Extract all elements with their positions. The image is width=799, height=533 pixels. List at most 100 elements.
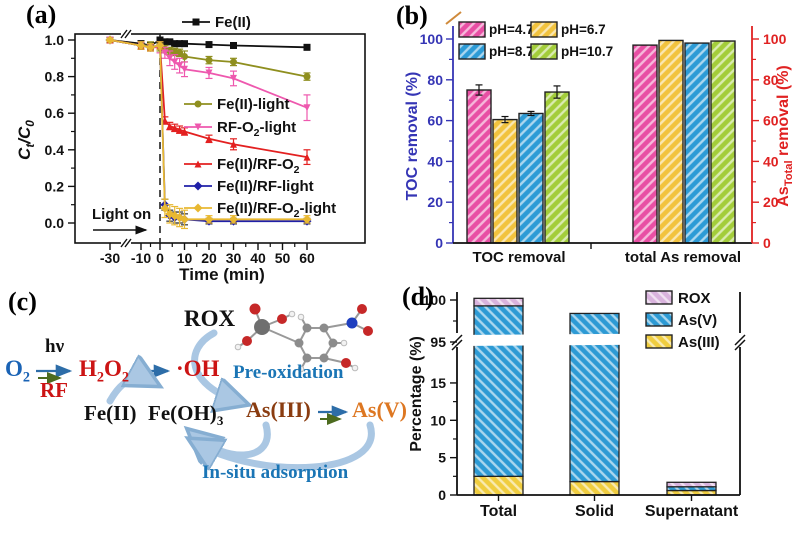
panel-d-label: (d) xyxy=(402,282,434,311)
svg-text:5: 5 xyxy=(438,450,446,466)
bar-pH=10.7-TOC removal xyxy=(544,91,570,244)
panel-a-kinetics: (a) 0.0 0.2 0.4 0.6 0.8 1.0 -30 -10 0 10 20 30 40 50 6… xyxy=(0,0,403,285)
chart-d-category-Solid: Solid xyxy=(575,503,614,520)
svg-text:100: 100 xyxy=(420,31,444,47)
chart-d-ylabel: Percentage (%) xyxy=(408,336,425,452)
o2-label: O2 xyxy=(5,356,31,386)
svg-text:100: 100 xyxy=(423,292,447,308)
chart-b-category-toc: TOC removal xyxy=(472,249,565,266)
svg-text:0: 0 xyxy=(156,250,164,266)
in-situ-adsorption-label: In-situ adsorption xyxy=(202,462,349,483)
chart-b-ylabel-right: AsTotal removal (%) xyxy=(775,65,795,207)
light-on-annotation: Light on xyxy=(92,206,151,235)
svg-text:1.0: 1.0 xyxy=(45,32,65,48)
legend-item-5: Fe(II)/RF-O2-light xyxy=(184,200,336,220)
svg-text:20: 20 xyxy=(427,194,443,210)
svg-text:80: 80 xyxy=(427,72,443,88)
curved-arrow-as5-adsorption xyxy=(196,421,375,472)
chart-d-category-Total: Total xyxy=(480,503,517,520)
fe2-label: Fe(II) xyxy=(84,401,137,425)
ph-removal-bar-chart: 0 0 20 20 40 40 60 60 80 80 100 100 TOC removal total… xyxy=(404,11,795,266)
legend-item-0: Fe(II) xyxy=(182,14,251,31)
chart-b-legend: pH=4.7 pH=6.7 pH=8.7 pH=10.7 xyxy=(458,21,613,60)
chart-d-axes: 0 5 10 15 95 100 Total Solid Supernatant xyxy=(423,292,746,520)
svg-text:50: 50 xyxy=(275,250,291,266)
bar-Total-As(III) xyxy=(473,475,524,496)
bar-Supernatant-ROX xyxy=(666,481,717,488)
svg-text:0: 0 xyxy=(435,235,443,251)
svg-text:Fe(II)/RF-light: Fe(II)/RF-light xyxy=(217,178,314,195)
curved-arrow-fe2-oxidation xyxy=(106,378,152,405)
svg-text:0.4: 0.4 xyxy=(45,142,65,158)
panel-b-ph-removal: (b) 0 0 20 20 40 40 60 60 80 80 100 100 TOC removal t… xyxy=(396,0,799,278)
svg-text:100: 100 xyxy=(763,31,787,47)
svg-text:40: 40 xyxy=(763,153,779,169)
chart-a-legend: Fe(II) Fe(II)-light RF-O2-light Fe(II)/RF-O… xyxy=(182,14,336,220)
chart-a-series-0 xyxy=(106,36,311,51)
svg-text:-10: -10 xyxy=(131,250,151,266)
svg-text:As(V): As(V) xyxy=(678,312,717,329)
chart-a-series-5 xyxy=(105,35,312,230)
speciation-stacked-bar-chart: 0 5 10 15 95 100 Total Solid Supernatant ROX As(V)… xyxy=(408,290,746,520)
panel-c-label: (c) xyxy=(8,287,37,316)
pre-oxidation-label: Pre-oxidation xyxy=(233,362,344,383)
bar-Solid-As(III) xyxy=(569,480,620,496)
svg-text:20: 20 xyxy=(763,194,779,210)
rf-label: RF xyxy=(40,378,68,402)
svg-text:0.8: 0.8 xyxy=(45,69,65,85)
bar-pH=6.7-TOC removal xyxy=(492,118,518,244)
svg-text:0.0: 0.0 xyxy=(45,215,65,231)
h2o2-label: H2O2 xyxy=(79,356,130,386)
as3-label: As(III) xyxy=(246,397,311,422)
svg-text:-30: -30 xyxy=(100,250,120,266)
svg-text:95: 95 xyxy=(430,334,446,350)
chart-d-legend: ROX As(V) As(III) xyxy=(645,290,720,351)
legend-item-1: Fe(II)-light xyxy=(184,96,289,113)
svg-text:Fe(II)/RF-O2: Fe(II)/RF-O2 xyxy=(217,156,300,176)
svg-text:Fe(II)-light: Fe(II)-light xyxy=(217,96,289,113)
svg-text:60: 60 xyxy=(299,250,315,266)
svg-text:80: 80 xyxy=(763,72,779,88)
chart-d-category-Supernatant: Supernatant xyxy=(645,503,739,520)
bar-pH=8.7-TOC removal xyxy=(518,112,544,244)
svg-text:40: 40 xyxy=(250,250,266,266)
hv-label: hν xyxy=(45,336,65,357)
kinetics-line-chart: 0.0 0.2 0.4 0.6 0.8 1.0 -30 -10 0 10 20 30 40 50 60 Fe(… xyxy=(15,14,366,284)
mechanism-diagram-canvas xyxy=(36,303,375,472)
panel-a-label: (a) xyxy=(26,0,57,29)
svg-text:30: 30 xyxy=(226,250,242,266)
svg-text:RF-O2-light: RF-O2-light xyxy=(217,119,296,139)
legend-item-2: RF-O2-light xyxy=(184,119,296,139)
rox-label: ROX xyxy=(184,306,236,331)
chart-b-axes: 0 0 20 20 40 40 60 60 80 80 100 100 TOC removal total… xyxy=(420,11,787,266)
svg-text:As(III): As(III) xyxy=(678,334,720,351)
svg-text:ROX: ROX xyxy=(678,290,711,307)
svg-text:20: 20 xyxy=(201,250,217,266)
svg-text:15: 15 xyxy=(430,375,446,391)
legend-item-4: Fe(II)/RF-light xyxy=(184,178,314,195)
svg-text:Light on: Light on xyxy=(92,206,151,223)
chart-b-ylabel-left: TOC removal (%) xyxy=(404,72,421,201)
svg-text:pH=6.7: pH=6.7 xyxy=(561,22,606,37)
feoh3-label: Fe(OH)3 xyxy=(148,401,224,429)
panel-b-label: (b) xyxy=(396,1,428,30)
chart-d-bars xyxy=(473,297,717,496)
chart-a-axes: 0.0 0.2 0.4 0.6 0.8 1.0 -30 -10 0 10 20 30 40 50 60 xyxy=(45,29,366,266)
bar-pH=10.7-total As removal xyxy=(710,40,736,244)
hydroxyl-radical-label: ·OH xyxy=(176,356,220,381)
bar-pH=4.7-total As removal xyxy=(632,44,658,244)
svg-text:0.2: 0.2 xyxy=(45,178,65,194)
svg-text:pH=4.7: pH=4.7 xyxy=(489,22,534,37)
rox-molecule-structure xyxy=(234,303,373,373)
svg-text:10: 10 xyxy=(177,250,193,266)
panel-d-speciation: (d) 0 5 10 15 95 100 Total Solid Supernatant ROX A… xyxy=(402,274,799,533)
bar-pH=8.7-total As removal xyxy=(684,42,710,244)
svg-text:pH=8.7: pH=8.7 xyxy=(489,44,534,59)
bar-pH=6.7-total As removal xyxy=(658,39,684,244)
chart-b-category-as: total As removal xyxy=(625,249,741,266)
chart-b-bars xyxy=(466,39,736,244)
legend-item-3: Fe(II)/RF-O2 xyxy=(184,156,300,176)
svg-text:10: 10 xyxy=(430,412,446,428)
svg-text:0: 0 xyxy=(763,235,771,251)
